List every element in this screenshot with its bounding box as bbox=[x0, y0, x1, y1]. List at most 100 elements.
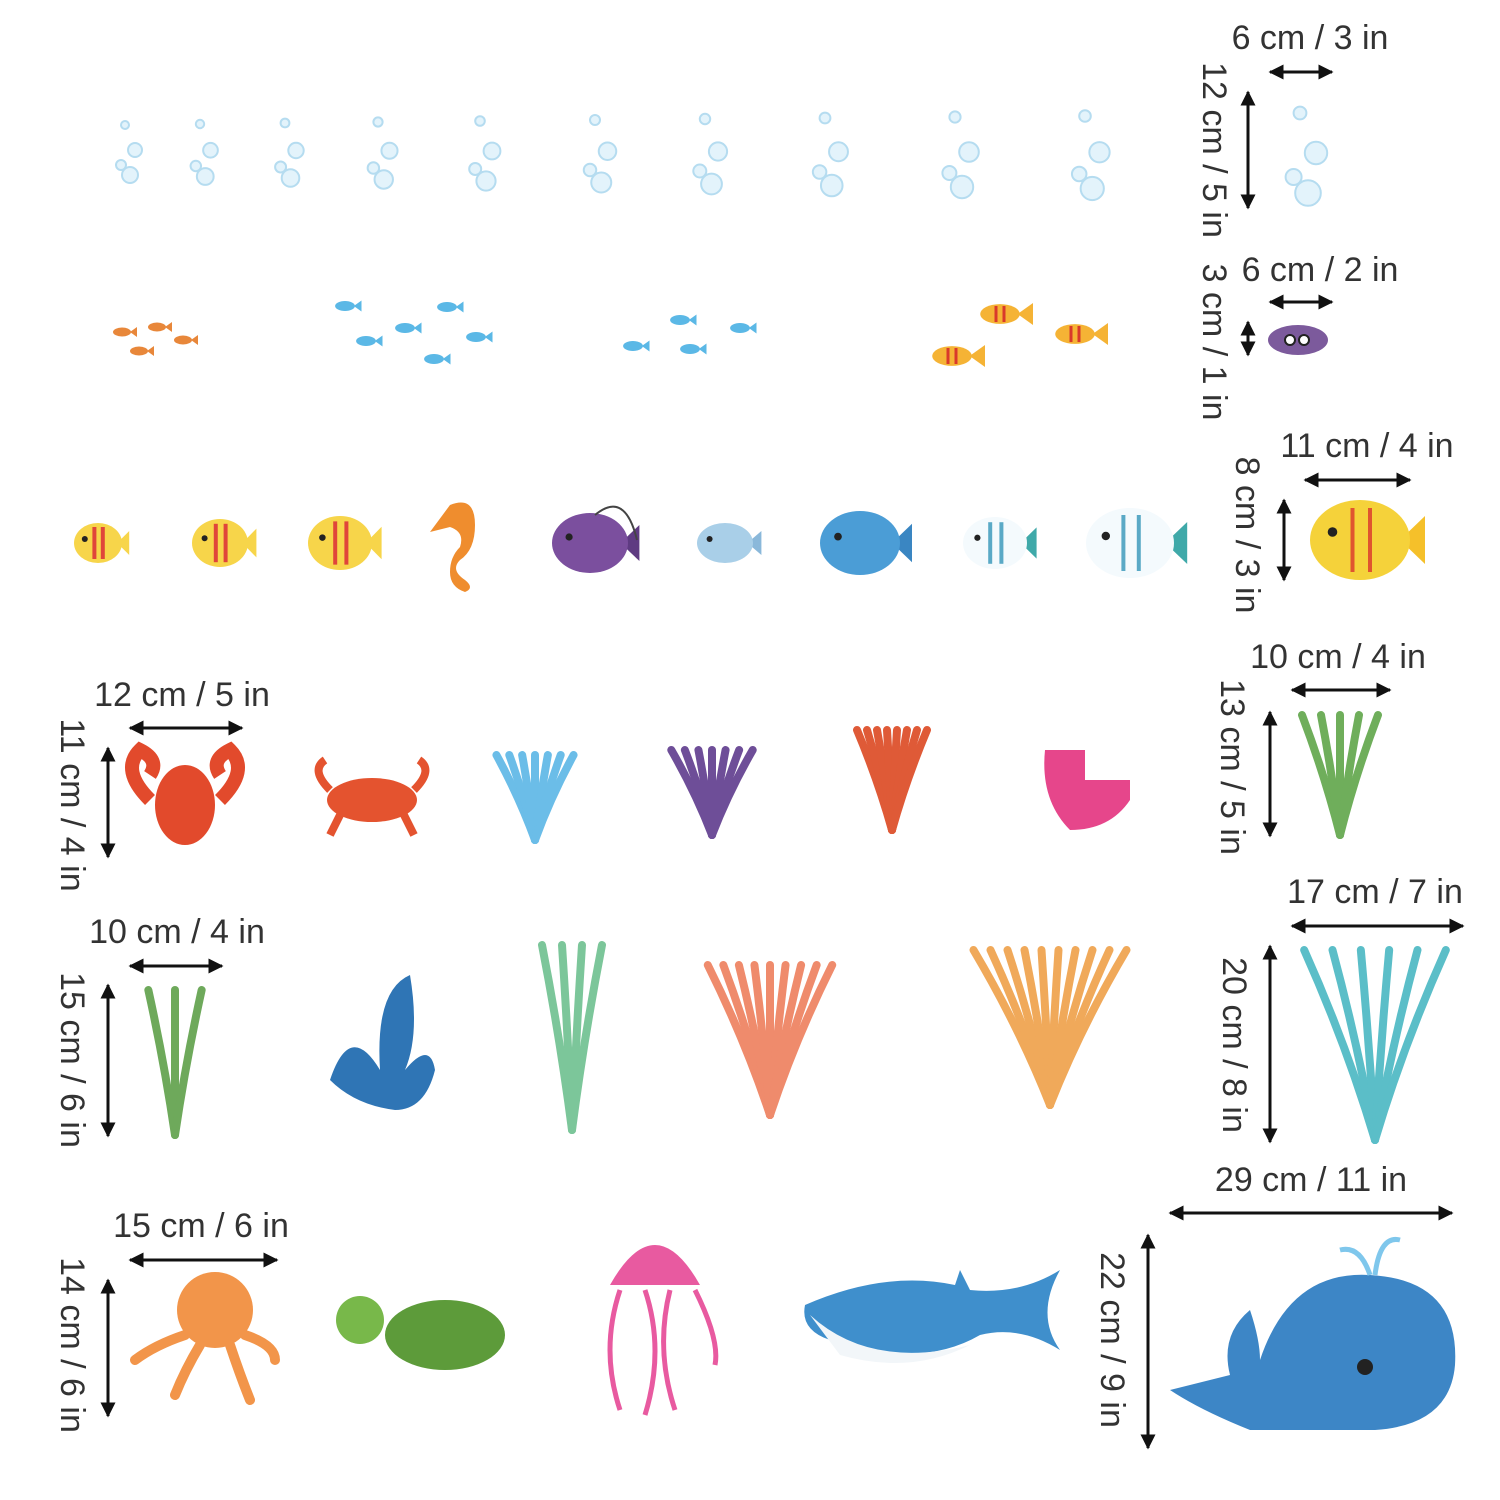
bubble bbox=[818, 111, 832, 125]
clam-eye bbox=[1298, 334, 1310, 346]
bubble bbox=[482, 141, 502, 161]
bubble bbox=[698, 112, 712, 126]
dimension-labels: 6 cm / 3 in 12 cm / 5 in 6 cm / 2 in3 cm /… bbox=[53, 19, 1465, 1450]
octopus-head bbox=[177, 1272, 253, 1348]
bubble bbox=[582, 162, 598, 178]
bubble bbox=[127, 142, 143, 158]
small-fish bbox=[932, 346, 972, 366]
bubble bbox=[1284, 168, 1303, 186]
turtle-shell bbox=[385, 1300, 505, 1370]
width-label: 12 cm / 5 in bbox=[94, 676, 270, 714]
fish-body bbox=[820, 511, 900, 575]
crab-body bbox=[327, 778, 417, 822]
fish-tail bbox=[365, 526, 382, 560]
small-fish bbox=[730, 323, 750, 333]
small-fish bbox=[113, 327, 131, 337]
small-fish-tail bbox=[413, 322, 422, 334]
fish-stripe bbox=[1069, 326, 1081, 342]
bubble bbox=[475, 170, 497, 192]
width-label: 29 cm / 11 in bbox=[1215, 1161, 1407, 1199]
bubble bbox=[195, 167, 215, 186]
bubble bbox=[372, 116, 384, 128]
bubble bbox=[189, 159, 203, 173]
octopus-arms bbox=[130, 1330, 280, 1405]
bubble bbox=[380, 141, 399, 160]
fish-eye bbox=[1327, 527, 1338, 537]
small-fish-tail bbox=[165, 322, 172, 332]
bubble bbox=[590, 171, 613, 194]
bubble bbox=[958, 141, 980, 163]
fish-eye bbox=[834, 532, 842, 541]
small-fish bbox=[335, 301, 355, 311]
small-fish bbox=[395, 323, 415, 333]
bubble bbox=[115, 159, 127, 171]
bubble bbox=[366, 161, 381, 175]
coral-branch bbox=[708, 746, 757, 839]
bubble bbox=[700, 172, 723, 196]
fish-tail bbox=[747, 531, 762, 555]
small-fish bbox=[356, 336, 376, 346]
height-label: 8 cm / 3 in bbox=[1228, 457, 1266, 614]
clam-eye bbox=[1284, 334, 1296, 346]
bubble bbox=[707, 141, 729, 162]
jellyfish-tentacles bbox=[607, 1288, 719, 1416]
shark bbox=[804, 1270, 1060, 1354]
lobster-body bbox=[155, 765, 215, 845]
bubble bbox=[287, 141, 305, 160]
fish-body bbox=[74, 523, 122, 563]
width-label: 10 cm / 4 in bbox=[89, 913, 265, 951]
width-label: 6 cm / 2 in bbox=[1242, 251, 1399, 289]
fish-eye bbox=[81, 536, 88, 542]
width-label: 10 cm / 4 in bbox=[1250, 638, 1426, 676]
fish-stripe bbox=[994, 306, 1006, 322]
fish-eye bbox=[706, 536, 713, 542]
fish-body bbox=[552, 513, 628, 573]
width-label: 15 cm / 6 in bbox=[113, 1207, 289, 1245]
fish-body bbox=[1310, 500, 1410, 580]
bubble bbox=[1070, 165, 1088, 183]
crab-claws bbox=[314, 756, 430, 837]
small-fish-tail bbox=[147, 346, 154, 356]
fish-tail bbox=[1400, 516, 1425, 564]
small-fish bbox=[424, 354, 444, 364]
fish-stripe bbox=[946, 348, 958, 364]
height-label: 3 cm / 1 in bbox=[1195, 264, 1233, 421]
coral-branch bbox=[1046, 946, 1131, 1109]
small-fish-tail bbox=[130, 327, 137, 337]
whale-eye bbox=[1357, 1359, 1373, 1375]
bubble bbox=[120, 120, 130, 130]
bubble bbox=[1079, 175, 1105, 202]
bubble bbox=[468, 162, 483, 176]
small-fish-tail bbox=[353, 300, 362, 312]
height-label: 14 cm / 6 in bbox=[53, 1257, 91, 1433]
fish-eye bbox=[974, 534, 981, 541]
width-label: 11 cm / 4 in bbox=[1280, 427, 1453, 465]
bubble bbox=[280, 168, 301, 188]
small-fish bbox=[466, 332, 486, 342]
bubble bbox=[373, 169, 394, 190]
bubble bbox=[274, 160, 288, 174]
shark-belly bbox=[810, 1315, 970, 1363]
bubble bbox=[941, 165, 958, 181]
small-fish bbox=[148, 322, 166, 332]
bubble bbox=[194, 118, 206, 130]
bubble bbox=[1303, 140, 1329, 166]
small-fish bbox=[670, 315, 690, 325]
width-label: 17 cm / 7 in bbox=[1287, 873, 1463, 911]
small-fish-tail bbox=[748, 322, 757, 334]
height-label: 13 cm / 5 in bbox=[1213, 679, 1251, 855]
width-label: 6 cm / 3 in bbox=[1232, 19, 1389, 57]
blue-coral bbox=[330, 975, 435, 1110]
whale-spout bbox=[1339, 1236, 1401, 1276]
fish-eye bbox=[565, 533, 573, 541]
illustrations bbox=[74, 105, 1456, 1430]
coral-branch bbox=[171, 986, 206, 1139]
bubble bbox=[811, 164, 828, 180]
bubble bbox=[1292, 105, 1308, 121]
seahorse bbox=[430, 502, 475, 592]
bubble bbox=[279, 117, 291, 129]
coral-branch bbox=[531, 751, 578, 844]
small-fish-tail bbox=[1092, 323, 1108, 345]
small-fish-tail bbox=[969, 345, 985, 367]
